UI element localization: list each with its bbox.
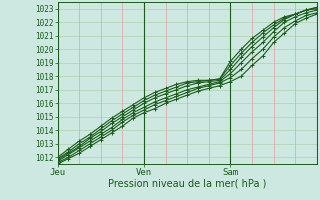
X-axis label: Pression niveau de la mer( hPa ): Pression niveau de la mer( hPa ) [108,179,266,189]
